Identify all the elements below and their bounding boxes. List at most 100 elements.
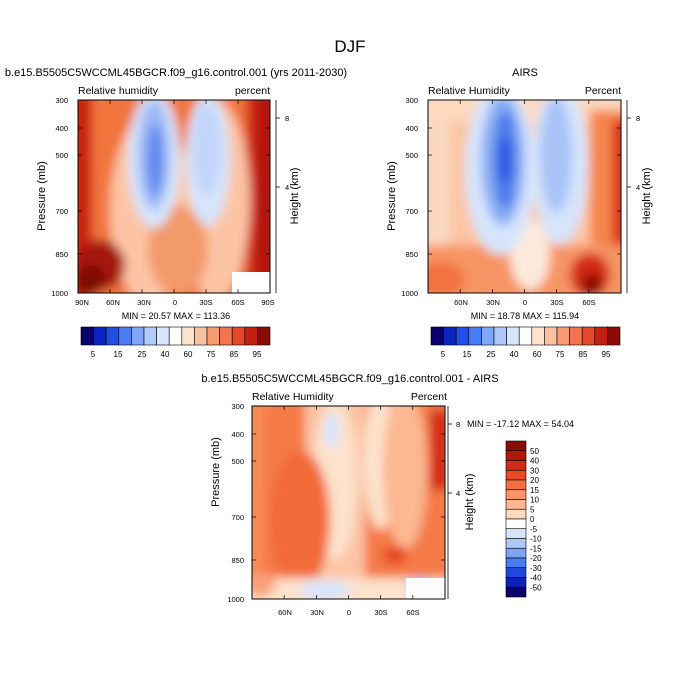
x-tick-label: 90S xyxy=(261,298,274,307)
colorbar-label: 10 xyxy=(530,496,539,505)
colorbar-label: 95 xyxy=(253,350,262,359)
colorbar-label: 20 xyxy=(530,476,539,485)
colorbar-swatch xyxy=(168,326,183,346)
colorbar-label: 30 xyxy=(530,466,539,475)
colorbar-label: 25 xyxy=(138,350,147,359)
y-tick-label: 500 xyxy=(405,151,418,160)
colorbar-swatch xyxy=(505,469,527,481)
colorbar xyxy=(80,326,271,346)
x-tick-label: 30S xyxy=(199,298,212,307)
x-tick-label: 0 xyxy=(347,608,351,617)
colorbar-swatch xyxy=(455,326,470,346)
colorbar-swatch xyxy=(505,499,527,510)
colorbar xyxy=(505,440,527,598)
x-tick-label: 60S xyxy=(582,298,595,307)
colorbar-label: 75 xyxy=(556,350,565,359)
colorbar-swatch xyxy=(505,440,527,452)
x-tick-label: 60N xyxy=(454,298,468,307)
colorbar-label: 40 xyxy=(530,457,539,466)
y-tick-label: 500 xyxy=(55,151,68,160)
panel-difference: b.e15.B5505C5WCCML45BGCR.f09_g16.control… xyxy=(201,373,574,617)
colorbar-swatch xyxy=(206,326,220,346)
colorbar-swatch xyxy=(493,326,507,346)
colorbar-label: -5 xyxy=(530,525,538,534)
colorbar-label: -30 xyxy=(530,564,542,573)
colorbar-swatch xyxy=(506,326,520,346)
panel-title: AIRS xyxy=(512,67,538,79)
right-label: Percent xyxy=(585,85,621,97)
x-tick-label: 30N xyxy=(486,298,500,307)
left-label: Relative humidity xyxy=(78,85,159,97)
colorbar-label: -15 xyxy=(530,544,542,553)
height-tick-label: 4 xyxy=(285,183,289,192)
y-tick-label: 1000 xyxy=(51,289,68,298)
y-tick-label: 300 xyxy=(55,96,68,105)
colorbar-swatch xyxy=(505,460,527,471)
height-tick-label: 4 xyxy=(636,183,640,192)
panel-title: b.e15.B5505C5WCCML45BGCR.f09_g16.control… xyxy=(201,373,498,385)
colorbar-label: 15 xyxy=(463,350,472,359)
colorbar-swatch xyxy=(531,326,545,346)
colorbar-swatch xyxy=(156,326,170,346)
contour-field xyxy=(428,100,621,293)
colorbar-swatch xyxy=(556,326,570,346)
x-tick-label: 90N xyxy=(75,298,89,307)
colorbar-label: 15 xyxy=(530,486,539,495)
frame-ticks xyxy=(77,99,271,294)
colorbar-swatch xyxy=(607,326,621,346)
y-axis-label: Pressure (mb) xyxy=(36,161,48,231)
y-tick-label: 850 xyxy=(405,250,418,259)
panel-model: b.e15.B5505C5WCCML45BGCR.f09_g16.control… xyxy=(5,67,347,359)
y-tick-label: 400 xyxy=(231,430,244,439)
x-tick-label: 60N xyxy=(106,298,120,307)
colorbar-swatch xyxy=(257,326,271,346)
colorbar-label: 50 xyxy=(530,447,539,456)
colorbar-label: 85 xyxy=(230,350,239,359)
colorbar-swatch xyxy=(443,326,457,346)
min-max-text: MIN = -17.12 MAX = 54.04 xyxy=(467,419,574,429)
colorbar-label: 40 xyxy=(161,350,170,359)
colorbar-label: -50 xyxy=(530,583,542,592)
y-tick-label: 1000 xyxy=(227,595,244,604)
colorbar-swatch xyxy=(131,326,145,346)
frame-ticks xyxy=(251,405,446,600)
colorbar-swatch xyxy=(569,326,583,346)
frame-ticks xyxy=(427,99,622,294)
left-label: Relative Humidity xyxy=(428,85,510,97)
colorbar-swatch xyxy=(143,326,157,346)
y-axis-label-right: Height (km) xyxy=(641,168,653,225)
colorbar-label: 5 xyxy=(91,350,96,359)
colorbar-swatch xyxy=(505,538,527,549)
colorbar-label: 5 xyxy=(530,505,535,514)
colorbar-label: -10 xyxy=(530,535,542,544)
height-tick-label: 8 xyxy=(285,114,289,123)
y-axis-label-right: Height (km) xyxy=(289,168,301,225)
colorbar-label: -40 xyxy=(530,574,542,583)
colorbar-swatch xyxy=(505,528,527,539)
colorbar-label: 25 xyxy=(487,350,496,359)
colorbar-label: 0 xyxy=(530,515,535,524)
y-axis-label: Pressure (mb) xyxy=(210,437,222,507)
colorbar-swatch xyxy=(93,326,107,346)
panel-title: b.e15.B5505C5WCCML45BGCR.f09_g16.control… xyxy=(5,67,347,79)
colorbar-label: 85 xyxy=(579,350,588,359)
colorbar-swatch xyxy=(105,326,120,346)
x-tick-label: 30S xyxy=(550,298,563,307)
colorbar-label: 5 xyxy=(441,350,446,359)
min-max-text: MIN = 20.57 MAX = 113.36 xyxy=(122,311,230,321)
colorbar-swatch xyxy=(231,326,246,346)
colorbar-label: 15 xyxy=(114,350,123,359)
colorbar-label: 95 xyxy=(602,350,611,359)
right-label: percent xyxy=(235,85,270,97)
colorbar-swatch xyxy=(244,326,258,346)
colorbar-swatch xyxy=(194,326,208,346)
colorbar-swatch xyxy=(181,326,195,346)
y-tick-label: 700 xyxy=(55,207,68,216)
colorbar-label: -20 xyxy=(530,554,542,563)
colorbar-swatch xyxy=(505,577,527,588)
y-tick-label: 300 xyxy=(231,402,244,411)
contour-field xyxy=(78,100,270,293)
colorbar-label: 60 xyxy=(184,350,193,359)
